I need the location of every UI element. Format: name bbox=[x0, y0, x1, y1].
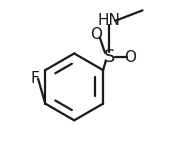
Text: O: O bbox=[124, 50, 136, 65]
Text: O: O bbox=[90, 27, 102, 42]
Text: S: S bbox=[103, 48, 115, 66]
Text: F: F bbox=[30, 71, 39, 86]
Text: HN: HN bbox=[98, 13, 121, 28]
